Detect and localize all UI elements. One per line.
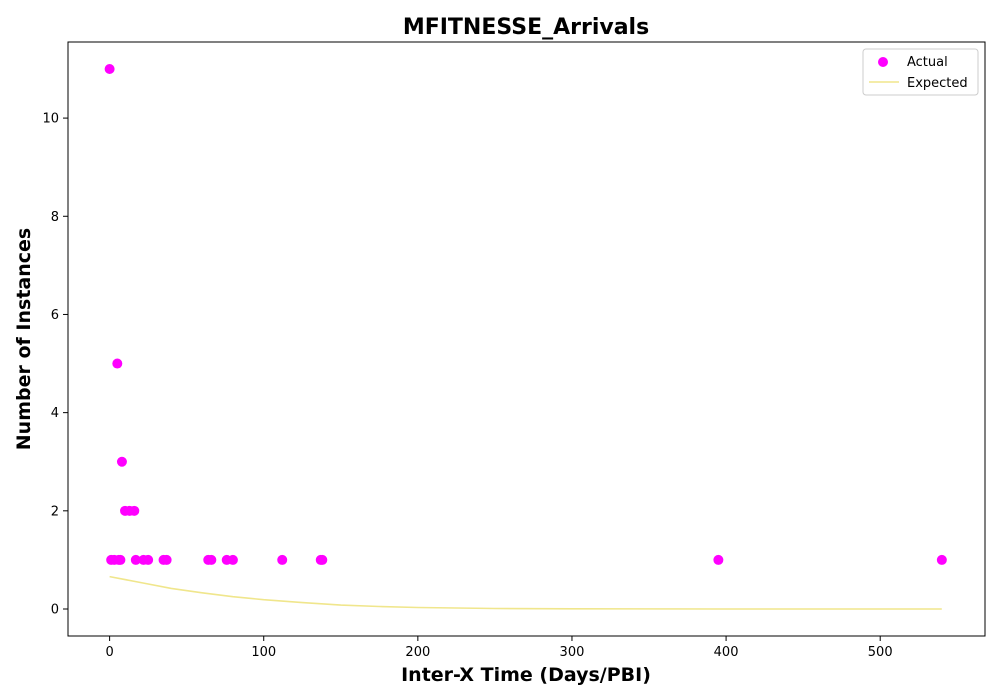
x-tick-label: 400 [714, 645, 739, 660]
actual-point [104, 64, 115, 74]
x-axis-label: Inter-X Time (Days/PBI) [401, 664, 651, 686]
y-tick-label: 4 [51, 406, 59, 421]
plot-frame [67, 41, 986, 637]
x-tick-label: 100 [251, 645, 276, 660]
y-axis-ticks: 0 2 4 6 8 10 [42, 112, 68, 618]
actual-point [129, 505, 140, 516]
actual-point [936, 554, 947, 565]
actual-point [161, 554, 172, 565]
legend: Actual Expected [862, 48, 979, 96]
actual-point [112, 358, 123, 369]
x-tick-label: 200 [405, 645, 430, 660]
actual-point [115, 554, 126, 565]
y-tick-label: 0 [51, 603, 59, 618]
x-tick-label: 0 [105, 645, 113, 660]
actual-point [130, 554, 141, 565]
actual-point [227, 554, 238, 565]
legend-actual-label: Actual [907, 55, 948, 70]
actual-point [143, 554, 154, 565]
y-tick-label: 6 [51, 308, 59, 323]
plot-area [67, 41, 986, 637]
legend-box [862, 48, 979, 96]
x-tick-label: 500 [868, 645, 893, 660]
actual-point [713, 554, 724, 565]
expected-curve [109, 575, 942, 610]
series-expected [109, 575, 942, 610]
actual-point [206, 554, 217, 565]
y-tick-label: 10 [42, 112, 59, 127]
actual-point [317, 554, 328, 565]
chart-title: MFITNESSE_Arrivals [403, 15, 649, 40]
y-axis-label: Number of Instances [13, 228, 35, 450]
actual-point [277, 554, 288, 565]
y-tick-label: 2 [51, 504, 59, 519]
y-tick-label: 8 [51, 210, 59, 225]
legend-expected-label: Expected [907, 76, 968, 91]
actual-point [116, 456, 127, 467]
series-actual [104, 64, 947, 565]
legend-actual-marker [878, 57, 888, 67]
x-axis-ticks: 0 100 200 300 400 500 [105, 636, 893, 660]
x-tick-label: 300 [560, 645, 585, 660]
